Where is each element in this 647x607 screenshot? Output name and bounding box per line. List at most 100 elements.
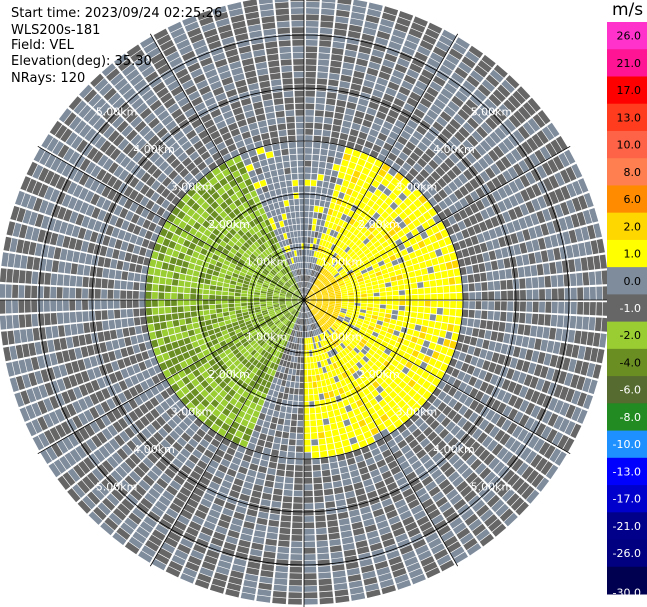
velocity-gate xyxy=(133,466,146,478)
velocity-gate xyxy=(141,324,149,334)
velocity-gate xyxy=(228,303,235,308)
velocity-gate xyxy=(304,256,307,262)
velocity-gate xyxy=(172,497,185,508)
velocity-gate xyxy=(285,300,292,302)
velocity-gate xyxy=(285,206,291,213)
velocity-gate xyxy=(536,130,549,145)
velocity-gate xyxy=(250,279,257,284)
velocity-gate xyxy=(72,415,83,429)
velocity-gate xyxy=(342,298,348,300)
velocity-gate xyxy=(263,400,270,408)
velocity-gate xyxy=(272,215,279,223)
velocity-gate xyxy=(295,465,303,472)
velocity-gate xyxy=(41,215,50,229)
velocity-gate xyxy=(502,170,513,183)
velocity-gate xyxy=(220,364,228,372)
velocity-gate xyxy=(522,102,536,116)
velocity-gate xyxy=(246,76,258,85)
velocity-gate xyxy=(368,61,381,71)
velocity-gate xyxy=(278,338,284,345)
velocity-gate xyxy=(187,27,202,38)
velocity-gate xyxy=(304,592,318,599)
velocity-gate xyxy=(315,225,320,232)
velocity-gate xyxy=(135,168,146,180)
velocity-gate xyxy=(99,140,112,153)
velocity-gate xyxy=(334,290,341,294)
velocity-gate xyxy=(354,294,361,298)
velocity-gate xyxy=(51,325,59,338)
velocity-gate xyxy=(31,314,39,327)
velocity-gate xyxy=(242,104,253,112)
velocity-gate xyxy=(121,106,134,119)
velocity-gate xyxy=(179,44,193,56)
velocity-gate xyxy=(465,99,479,111)
velocity-gate xyxy=(269,355,275,362)
velocity-gate xyxy=(123,357,132,367)
velocity-gate xyxy=(137,84,151,97)
velocity-gate xyxy=(320,450,328,458)
velocity-gate xyxy=(101,352,110,364)
velocity-gate xyxy=(260,302,266,305)
velocity-gate xyxy=(447,77,461,89)
velocity-gate xyxy=(177,300,184,306)
velocity-gate xyxy=(275,208,281,216)
velocity-gate xyxy=(248,285,255,290)
velocity-gate xyxy=(236,370,244,379)
velocity-gate xyxy=(252,134,262,143)
velocity-gate xyxy=(197,460,208,470)
velocity-gate xyxy=(475,144,487,156)
velocity-gate xyxy=(103,87,117,101)
velocity-gate xyxy=(359,265,366,272)
velocity-gate xyxy=(372,89,384,99)
velocity-gate xyxy=(315,103,325,111)
velocity-gate xyxy=(239,322,246,328)
velocity-gate xyxy=(316,413,322,420)
velocity-gate xyxy=(251,430,260,439)
velocity-gate xyxy=(283,318,288,325)
velocity-gate xyxy=(309,269,313,276)
velocity-gate xyxy=(232,321,239,327)
velocity-gate xyxy=(448,181,458,192)
velocity-gate xyxy=(43,286,50,299)
velocity-gate xyxy=(273,304,280,307)
velocity-gate xyxy=(284,319,289,326)
velocity-gate xyxy=(467,274,475,283)
velocity-gate xyxy=(360,125,370,134)
velocity-gate xyxy=(212,228,220,236)
velocity-gate xyxy=(266,329,273,336)
velocity-gate xyxy=(130,375,140,386)
velocity-gate xyxy=(304,408,310,414)
velocity-gate xyxy=(39,258,47,271)
velocity-gate xyxy=(102,497,116,511)
velocity-gate xyxy=(344,246,351,253)
velocity-gate xyxy=(73,464,86,479)
velocity-gate xyxy=(323,123,332,131)
velocity-gate xyxy=(219,325,227,332)
velocity-gate xyxy=(171,341,179,349)
velocity-gate xyxy=(210,130,221,140)
velocity-gate xyxy=(282,373,288,381)
velocity-gate xyxy=(198,253,206,261)
velocity-gate xyxy=(418,74,431,86)
velocity-gate xyxy=(332,283,339,288)
velocity-gate xyxy=(305,288,308,294)
velocity-gate xyxy=(184,56,198,67)
velocity-gate xyxy=(204,418,214,428)
velocity-gate xyxy=(306,1,320,8)
velocity-gate xyxy=(315,521,327,528)
velocity-gate xyxy=(304,573,317,580)
velocity-gate xyxy=(344,147,353,155)
velocity-gate xyxy=(381,268,389,275)
velocity-gate xyxy=(87,472,100,486)
velocity-gate xyxy=(427,186,437,196)
velocity-gate xyxy=(287,451,295,459)
velocity-gate xyxy=(145,176,156,187)
velocity-gate xyxy=(458,85,472,98)
velocity-gate xyxy=(299,205,304,212)
velocity-gate xyxy=(262,93,273,101)
velocity-gate xyxy=(397,279,404,286)
velocity-gate xyxy=(180,325,188,332)
velocity-gate xyxy=(347,289,354,293)
velocity-gate xyxy=(107,310,115,320)
velocity-gate xyxy=(263,351,269,358)
